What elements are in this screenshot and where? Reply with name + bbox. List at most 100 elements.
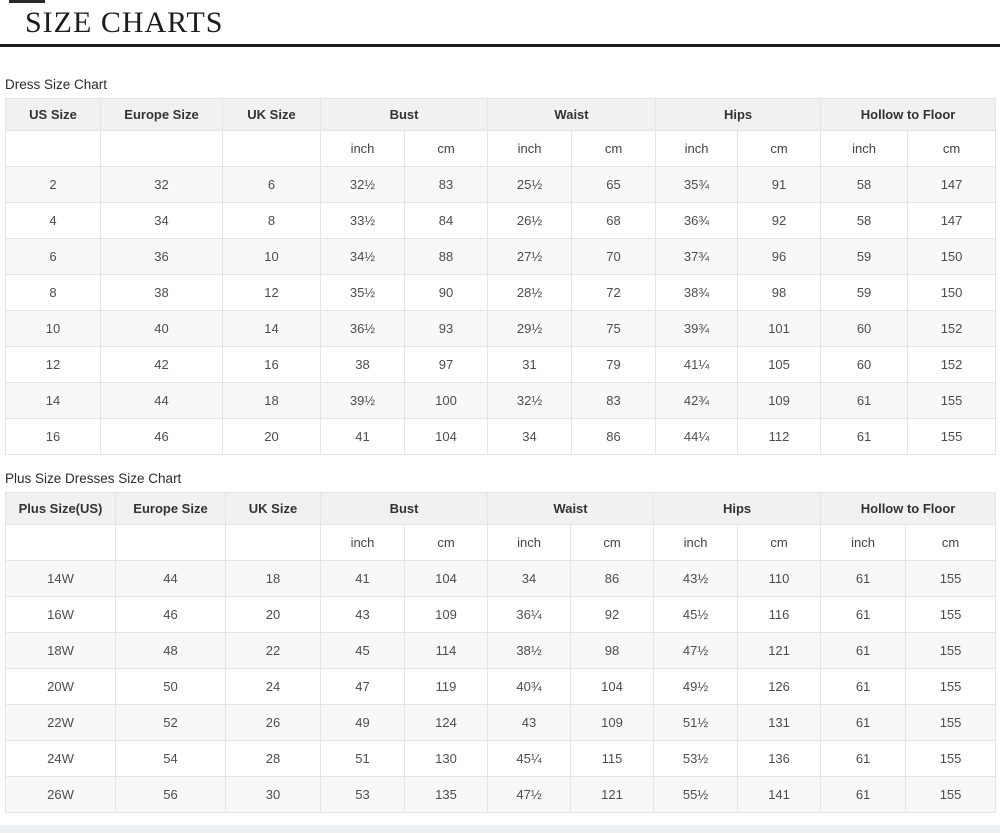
size-cell: 26 [225,704,321,741]
size-cell: 53½ [653,740,739,777]
size-cell: 45 [320,632,405,669]
size-cell: 61 [820,560,907,597]
plus-size-chart-caption: Plus Size Dresses Size Chart [5,471,182,486]
size-cell: 124 [403,704,489,741]
size-cell: 61 [820,740,907,777]
table-header-row: Plus Size(US) Europe Size UK Size Bust W… [5,492,997,525]
size-cell: 109 [737,382,822,419]
size-table-row: 26W 56 30 53 135 47½ 121 55½ 141 61 155 [5,776,997,813]
size-cell: 10 [222,238,321,275]
size-cell: 53 [320,776,405,813]
col-header-bust: Bust [319,98,489,131]
unit-cell-cm: cm [571,130,657,167]
size-cell: 61 [820,382,909,419]
size-table-row: 16 46 20 41 104 34 86 44¼ 112 61 155 [5,418,997,455]
col-header-europe-size: Europe Size [100,98,223,131]
plus-size-table-body: 14W 44 18 41 104 34 86 43½ 110 61 155 16W 46 20 43 109 3… [5,560,997,813]
dress-size-table-body: 2 32 6 32½ 83 25½ 65 35¾ 91 58 147 4 34 8 33½ 84 26½ 68 36… [5,166,997,455]
size-cell: 20W [5,668,116,705]
size-cell: 34 [100,202,223,239]
size-cell: 44¼ [655,418,739,455]
size-cell: 121 [737,632,822,669]
size-cell: 155 [905,560,997,597]
size-table-row: 20W 50 24 47 119 40¾ 104 49½ 126 61 155 [5,668,997,705]
size-cell: 60 [820,310,909,347]
size-cell: 47½ [487,776,572,813]
size-cell: 50 [115,668,226,705]
size-cell: 60 [820,346,909,383]
col-header-hollow-to-floor: Hollow to Floor [820,98,997,131]
table-unit-row: inch cm inch cm inch cm inch cm [5,130,997,167]
size-cell: 110 [737,560,822,597]
size-cell: 28 [225,740,321,777]
col-header-plus-size-us: Plus Size(US) [5,492,116,525]
size-cell: 96 [737,238,822,275]
size-cell: 61 [820,632,907,669]
size-table-row: 22W 52 26 49 124 43 109 51½ 131 61 155 [5,704,997,741]
size-cell: 39¾ [655,310,739,347]
size-cell: 36 [100,238,223,275]
size-cell: 44 [100,382,223,419]
size-cell: 155 [905,668,997,705]
size-cell: 150 [907,274,997,311]
size-cell: 36¼ [487,596,572,633]
size-cell: 59 [820,238,909,275]
size-cell: 14W [5,560,116,597]
size-cell: 155 [905,740,997,777]
size-cell: 28½ [487,274,573,311]
size-cell: 155 [905,776,997,813]
size-cell: 79 [571,346,657,383]
size-cell: 65 [571,166,657,203]
page-title: SIZE CHARTS [25,6,224,39]
size-cell: 88 [403,238,489,275]
size-cell: 130 [403,740,489,777]
size-cell: 32½ [320,166,405,203]
size-cell: 92 [570,596,655,633]
size-cell: 121 [570,776,655,813]
size-cell: 104 [403,418,489,455]
col-header-waist: Waist [487,492,655,525]
size-cell: 126 [737,668,822,705]
size-cell: 25½ [487,166,573,203]
size-cell: 6 [222,166,321,203]
unit-cell-inch: inch [655,130,739,167]
size-cell: 92 [737,202,822,239]
col-header-hips: Hips [655,98,822,131]
size-cell: 47 [320,668,405,705]
size-cell: 49½ [653,668,739,705]
size-cell: 109 [570,704,655,741]
size-cell: 104 [403,560,489,597]
size-cell: 45½ [653,596,739,633]
size-cell: 12 [5,346,101,383]
size-cell: 51 [320,740,405,777]
size-cell: 52 [115,704,226,741]
size-cell: 104 [570,668,655,705]
size-table-row: 14W 44 18 41 104 34 86 43½ 110 61 155 [5,560,997,597]
size-cell: 131 [737,704,822,741]
size-cell: 155 [905,632,997,669]
page-header: SIZE CHARTS [0,0,1000,47]
size-cell: 112 [737,418,822,455]
size-cell: 135 [403,776,489,813]
size-cell: 119 [403,668,489,705]
size-cell: 84 [403,202,489,239]
unit-cell-empty [222,130,321,167]
col-header-hips: Hips [653,492,822,525]
unit-cell-cm: cm [570,524,655,561]
unit-cell-inch: inch [653,524,739,561]
size-cell: 14 [222,310,321,347]
size-cell: 72 [571,274,657,311]
size-cell: 61 [820,418,909,455]
size-cell: 55½ [653,776,739,813]
unit-cell-empty [100,130,223,167]
col-header-waist: Waist [487,98,657,131]
size-cell: 109 [403,596,489,633]
size-cell: 61 [820,776,907,813]
size-cell: 41¼ [655,346,739,383]
size-cell: 105 [737,346,822,383]
size-cell: 152 [907,310,997,347]
size-cell: 40 [100,310,223,347]
size-cell: 12 [222,274,321,311]
size-cell: 34 [487,418,573,455]
size-cell: 141 [737,776,822,813]
